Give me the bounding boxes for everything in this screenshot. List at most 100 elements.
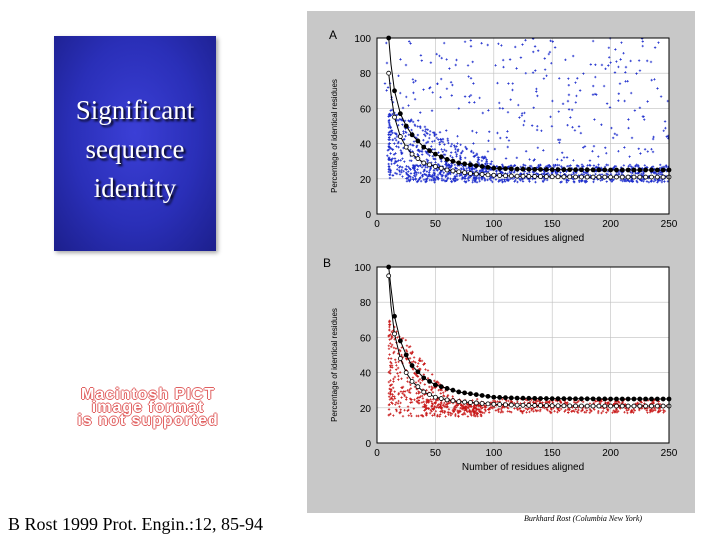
series-marker <box>403 352 409 358</box>
scatter-point <box>518 407 521 410</box>
scatter-point <box>388 146 392 149</box>
scatter-point <box>600 173 604 176</box>
scatter-point <box>654 408 657 412</box>
scatter-point <box>454 147 457 151</box>
series-marker <box>649 396 654 402</box>
scatter-point <box>634 165 637 168</box>
scatter-point <box>440 407 443 410</box>
x-tick-label: 50 <box>430 448 442 459</box>
scatter-point <box>394 159 397 163</box>
scatter-point <box>615 133 619 137</box>
scatter-point <box>454 151 457 154</box>
scatter-point <box>490 160 493 163</box>
series-marker <box>409 363 415 368</box>
y-tick-label: 60 <box>360 104 372 115</box>
scatter-point <box>657 41 660 44</box>
scatter-point <box>651 165 655 168</box>
scatter-point <box>429 167 432 171</box>
scatter-point <box>392 377 395 381</box>
series-marker <box>602 167 608 173</box>
series-marker <box>421 389 427 395</box>
series-marker <box>567 396 573 402</box>
scatter-point <box>500 44 503 47</box>
scatter-point <box>617 65 620 69</box>
scatter-point <box>406 389 409 392</box>
scatter-point <box>436 82 439 85</box>
scatter-point <box>507 82 510 85</box>
series-marker <box>561 403 567 409</box>
scatter-point <box>401 386 404 389</box>
scatter-point <box>385 41 388 45</box>
scatter-point <box>605 102 609 105</box>
scatter-point <box>449 177 452 181</box>
scatter-point <box>397 360 400 364</box>
scatter-point <box>425 173 428 177</box>
scatter-point <box>530 124 534 127</box>
scatter-point <box>566 408 570 411</box>
scatter-point <box>442 171 445 174</box>
scatter-point <box>405 344 409 347</box>
scatter-point <box>389 393 392 396</box>
scatter-point <box>600 411 603 415</box>
scatter-point <box>391 398 395 402</box>
scatter-point <box>390 108 394 112</box>
scatter-point <box>469 39 473 42</box>
scatter-point <box>597 163 600 166</box>
scatter-point <box>451 395 454 398</box>
scatter-point <box>511 177 515 181</box>
scatter-point <box>645 180 649 183</box>
series-marker <box>538 403 543 408</box>
scatter-point <box>406 376 409 380</box>
scatter-point <box>627 118 630 121</box>
series-marker <box>403 370 409 376</box>
scatter-point <box>522 409 526 412</box>
scatter-point <box>573 129 577 132</box>
series-marker <box>491 172 497 178</box>
scatter-point <box>484 162 487 165</box>
scatter-point <box>464 177 467 180</box>
series-marker <box>590 167 596 173</box>
scatter-point <box>419 164 422 168</box>
scatter-point <box>593 408 596 411</box>
series-marker <box>549 403 555 409</box>
scatter-point <box>489 162 493 166</box>
scatter-point <box>575 94 578 98</box>
scatter-point <box>415 414 418 418</box>
scatter-point <box>391 393 394 396</box>
scatter-point <box>625 179 628 183</box>
credit: Burkhard Rost (Columbia New York) <box>524 514 643 523</box>
scatter-point <box>536 146 540 150</box>
scatter-point <box>464 405 468 408</box>
scatter-point <box>446 405 449 408</box>
scatter-point <box>423 362 426 366</box>
scatter-point <box>388 138 392 141</box>
scatter-point <box>617 400 620 403</box>
scatter-point <box>408 179 411 183</box>
scatter-point <box>483 406 487 409</box>
scatter-point <box>597 155 600 158</box>
scatter-point <box>647 181 651 184</box>
scatter-point <box>395 364 398 367</box>
scatter-point <box>532 50 535 54</box>
scatter-point <box>446 139 450 142</box>
scatter-point <box>548 164 551 167</box>
scatter-point <box>418 378 422 381</box>
scatter-point <box>499 171 503 174</box>
series-marker <box>432 151 438 157</box>
scatter-point <box>398 405 401 408</box>
series-marker <box>514 166 520 172</box>
scatter-point <box>438 172 442 176</box>
scatter-point <box>531 71 535 74</box>
scatter-point <box>435 406 438 409</box>
scatter-point <box>439 77 443 81</box>
scatter-point <box>446 177 449 181</box>
scatter-point <box>401 123 404 126</box>
scatter-point <box>601 178 604 181</box>
series-marker <box>590 396 596 402</box>
scatter-point <box>422 138 425 142</box>
scatter-point <box>524 407 527 410</box>
scatter-point <box>409 177 412 181</box>
scatter-point <box>613 132 617 136</box>
scatter-point <box>455 174 459 178</box>
scatter-point <box>513 169 516 173</box>
